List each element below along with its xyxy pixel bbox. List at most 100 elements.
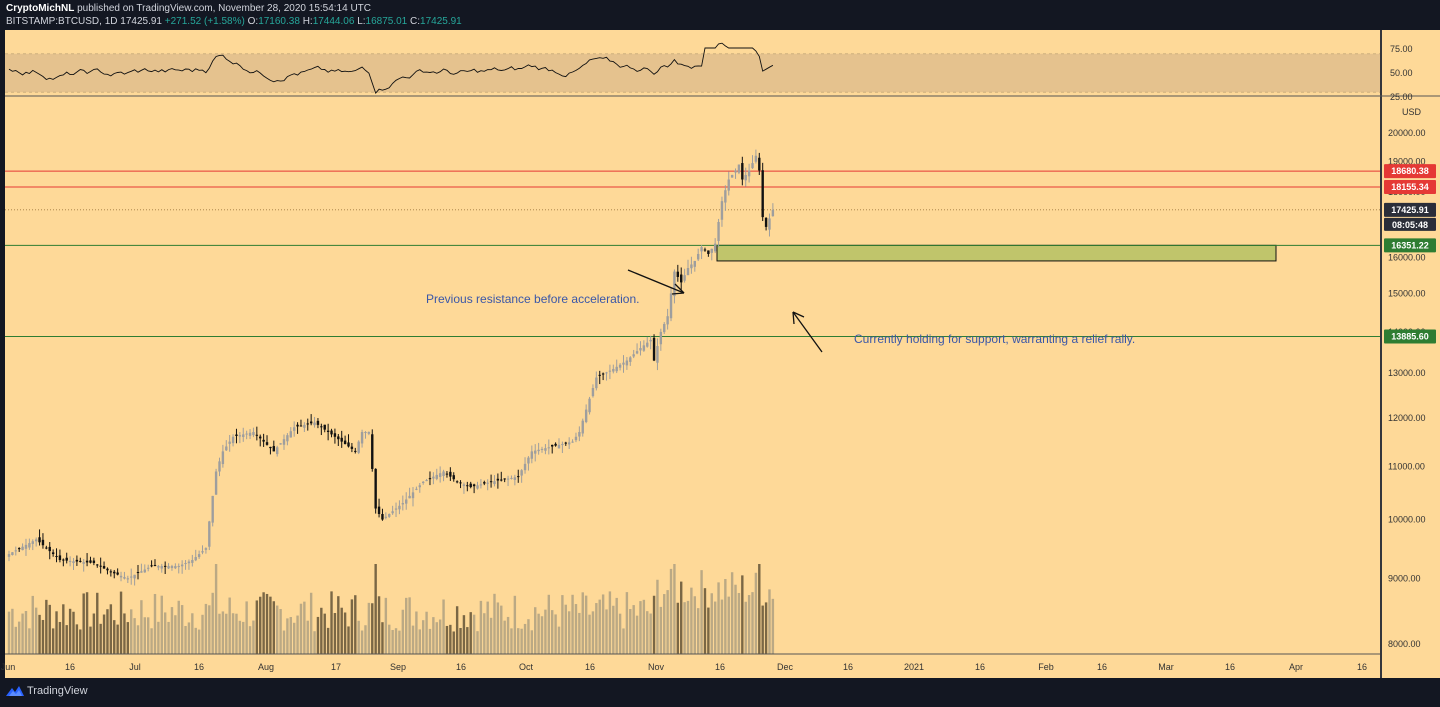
tradingview-logo-icon[interactable] — [5, 684, 25, 698]
candle-body — [228, 441, 231, 444]
volume-bar — [466, 627, 469, 654]
volume-bar — [174, 615, 177, 654]
candle-body — [479, 484, 483, 486]
volume-bar — [489, 617, 493, 654]
price-tag-last[interactable] — [1384, 202, 1436, 217]
candle-body — [313, 422, 316, 426]
price-tag-support[interactable] — [1384, 238, 1436, 253]
volume-bar — [696, 608, 700, 654]
volume-bar — [476, 631, 479, 654]
candle-body — [14, 550, 17, 552]
candle-body — [520, 470, 523, 476]
currency-label[interactable]: USD — [1402, 107, 1422, 117]
volume-bar — [710, 593, 713, 654]
candle-body — [350, 446, 354, 449]
candle-body — [649, 339, 652, 342]
price-chart[interactable]: 75.0050.0025.0020000.0019000.0018000.001… — [0, 30, 1440, 678]
volume-bar — [534, 607, 537, 654]
close-label: C: — [410, 16, 421, 27]
candle-body — [652, 337, 656, 361]
countdown-tag — [1384, 217, 1436, 231]
volume-bar — [238, 620, 242, 654]
candle-body — [618, 364, 622, 368]
volume-bar — [337, 596, 340, 654]
volume-bar — [768, 589, 771, 654]
volume-bar — [364, 625, 367, 654]
volume-bar — [167, 621, 170, 654]
volume-bar — [123, 613, 126, 654]
volume-bar — [632, 605, 635, 654]
volume-bar — [432, 617, 435, 654]
candle-body — [591, 388, 595, 397]
volume-bar — [31, 595, 34, 654]
price-tick-label: 11000.00 — [1388, 461, 1425, 471]
price-tick-label: 9000.00 — [1388, 573, 1421, 583]
candle-body — [11, 552, 14, 556]
support-zone[interactable] — [716, 244, 1277, 262]
annotation-support: Currently holding for support, warrantin… — [854, 332, 1135, 346]
volume-bar — [730, 572, 734, 654]
volume-bar — [55, 611, 58, 654]
volume-bar — [649, 613, 652, 654]
candle-body — [7, 554, 11, 557]
volume-bar — [28, 628, 31, 654]
time-tick-label: Apr — [1289, 662, 1303, 672]
volume-bar — [744, 601, 747, 654]
candle-body — [584, 409, 588, 423]
volume-bar — [642, 599, 646, 654]
volume-bar — [377, 596, 381, 654]
symbol-label[interactable]: BITSTAMP:BTCUSD, 1D — [6, 16, 118, 27]
candle-body — [167, 566, 170, 569]
volume-bar — [686, 600, 690, 654]
volume-bar — [571, 594, 574, 654]
volume-bar — [574, 604, 578, 654]
author-name[interactable]: CryptoMichNL — [6, 3, 75, 14]
volume-bar — [292, 622, 296, 654]
volume-bar — [184, 625, 187, 654]
tradingview-brand[interactable]: TradingView — [27, 685, 88, 697]
price-tag-label: 18155.34 — [1391, 182, 1429, 192]
candle-body — [421, 481, 425, 483]
volume-bar — [157, 621, 160, 654]
volume-bar — [540, 616, 544, 654]
candle-body — [496, 478, 500, 481]
candle-body — [276, 447, 279, 455]
volume-bar — [666, 590, 669, 654]
price-tag-resistance[interactable] — [1384, 164, 1436, 179]
candle-body — [123, 577, 126, 579]
volume-bar — [231, 613, 235, 654]
candle-body — [194, 557, 197, 561]
rsi-line — [8, 42, 774, 94]
time-tick-label: Jul — [129, 662, 141, 672]
volume-bar — [347, 626, 350, 654]
time-tick-label: Nov — [648, 662, 665, 672]
price-tag-support[interactable] — [1384, 329, 1436, 344]
volume-bar — [79, 629, 82, 654]
candle-body — [231, 436, 235, 444]
volume-bar — [727, 596, 730, 654]
price-tag-resistance[interactable] — [1384, 179, 1436, 194]
volume-bar — [605, 609, 608, 654]
volume-bar — [639, 601, 642, 654]
volume-bar — [289, 617, 292, 654]
volume-bar — [503, 620, 506, 654]
volume-bar — [608, 591, 612, 654]
volume-bar — [65, 625, 68, 654]
volume-bar — [449, 624, 452, 654]
volume-bar — [252, 620, 255, 654]
volume-bar — [279, 609, 282, 654]
candle-body — [418, 485, 421, 488]
volume-bar — [676, 602, 680, 654]
volume-bar — [527, 619, 530, 654]
volume-bar — [303, 601, 306, 654]
volume-bar — [462, 615, 466, 654]
candle-body — [405, 499, 408, 504]
volume-bar — [690, 587, 693, 654]
volume-bar — [656, 579, 659, 654]
volume-bar — [102, 614, 106, 654]
low-label: L: — [357, 16, 366, 27]
volume-bar — [703, 588, 707, 654]
candle-body — [381, 514, 384, 520]
volume-bar — [85, 592, 89, 654]
candle-body — [700, 247, 703, 252]
